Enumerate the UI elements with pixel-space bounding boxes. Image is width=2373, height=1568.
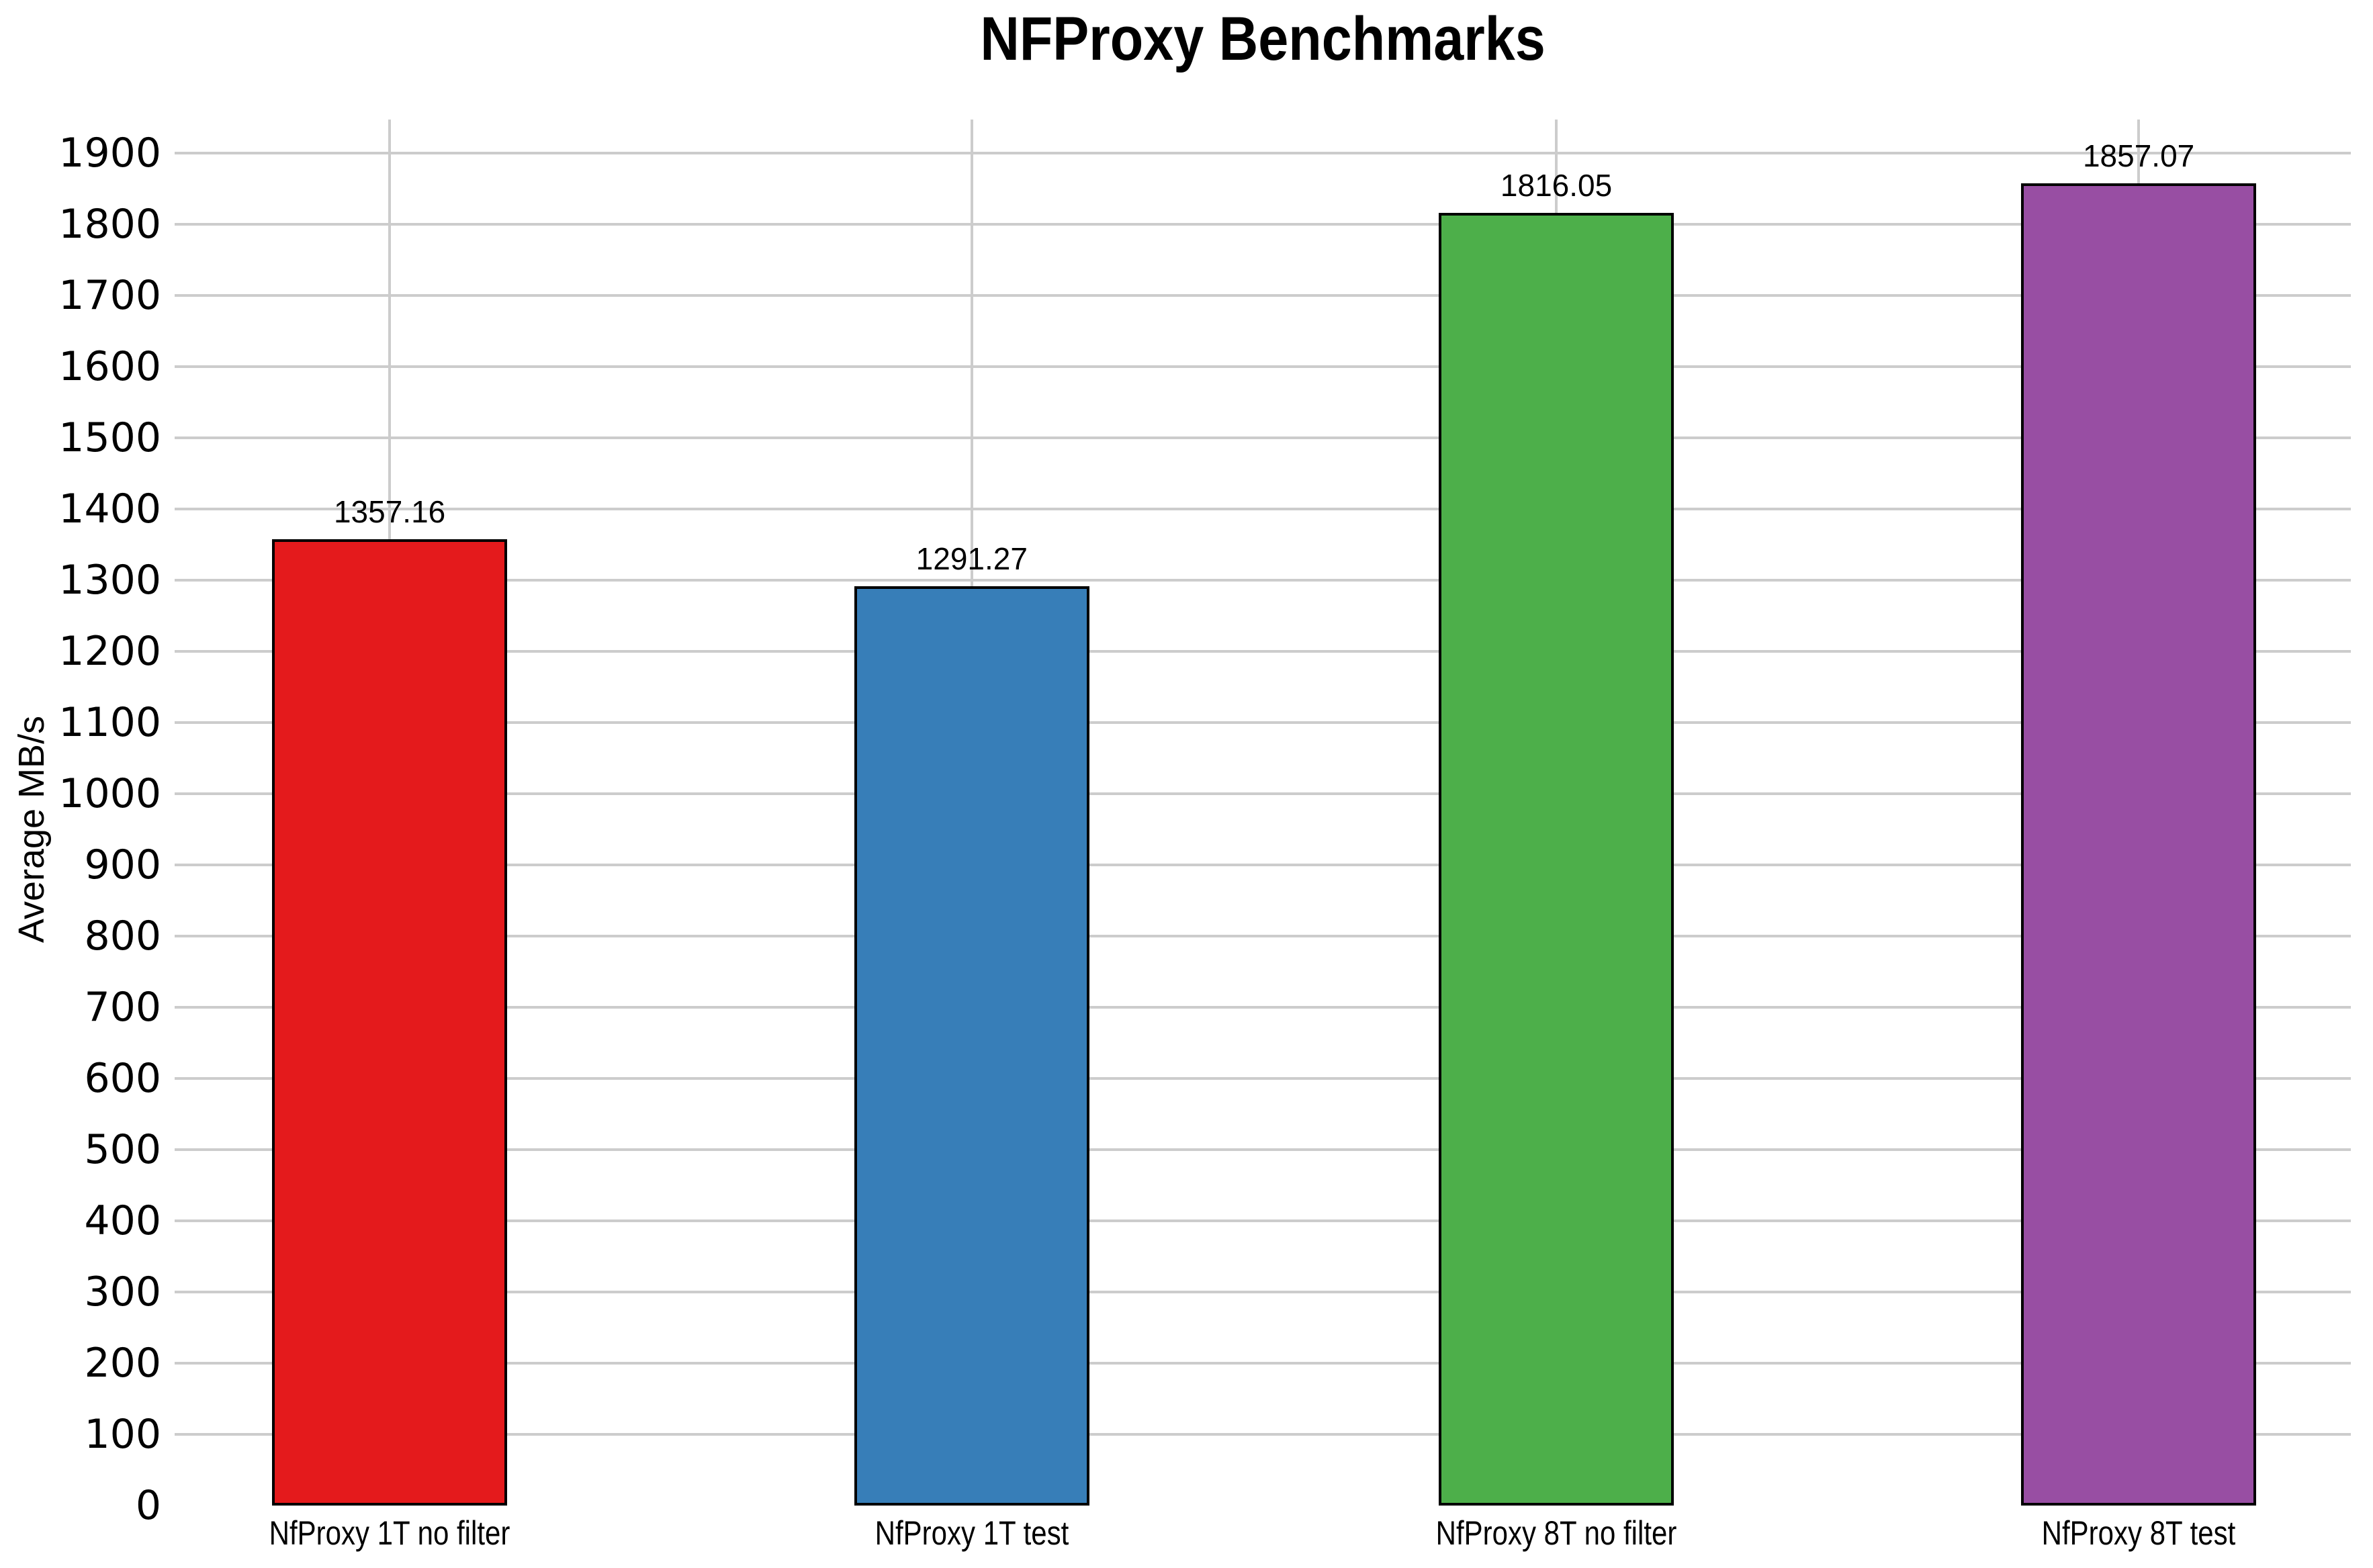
horizontal-gridline xyxy=(175,222,2351,226)
bar-1 xyxy=(272,539,508,1506)
bar-4 xyxy=(2021,183,2257,1506)
y-tick-label: 500 xyxy=(84,1125,161,1173)
horizontal-gridline xyxy=(175,1433,2351,1436)
plot-area: 1357.16 NfProxy 1T no filter 1291.27 NfProx… xyxy=(175,120,2351,1552)
y-tick-label: 1400 xyxy=(58,485,161,533)
horizontal-gridline xyxy=(175,863,2351,866)
x-tick-label: NfProxy 8T no filter xyxy=(1413,1514,1700,1553)
horizontal-gridline xyxy=(175,293,2351,297)
bar-2 xyxy=(854,586,1089,1506)
y-tick-label: 1700 xyxy=(58,271,161,319)
bar-3 xyxy=(1439,212,1674,1506)
horizontal-gridline xyxy=(175,151,2351,154)
horizontal-gridline xyxy=(175,365,2351,368)
x-tick-label-text: NfProxy 1T test xyxy=(875,1514,1069,1552)
y-tick-label: 1500 xyxy=(58,414,161,461)
y-axis-ticks: 0 100 200 300 400 500 600 700 800 900 1000 1100 1200… xyxy=(0,0,161,1568)
horizontal-gridline xyxy=(175,934,2351,937)
y-tick-label: 700 xyxy=(84,983,161,1031)
bar-value-label: 1291.27 xyxy=(915,541,1028,577)
horizontal-gridline xyxy=(175,1148,2351,1151)
x-tick-label: NfProxy 1T no filter xyxy=(247,1514,533,1553)
bar-value-label: 1357.16 xyxy=(333,494,446,530)
y-tick-label: 800 xyxy=(84,912,161,960)
horizontal-gridline xyxy=(175,1076,2351,1080)
x-tick-label-text: NfProxy 1T no filter xyxy=(269,1514,510,1552)
y-tick-label: 1100 xyxy=(58,698,161,746)
chart-title-text: NFProxy Benchmarks xyxy=(980,5,1546,73)
y-tick-label: 200 xyxy=(84,1339,161,1387)
y-tick-label: 600 xyxy=(84,1054,161,1102)
bar-value-label: 1816.05 xyxy=(1500,167,1613,203)
x-tick-label-text: NfProxy 8T no filter xyxy=(1435,1514,1677,1552)
x-tick-label: NfProxy 8T test xyxy=(2023,1514,2254,1553)
y-tick-label: 300 xyxy=(84,1268,161,1316)
horizontal-gridline xyxy=(175,1290,2351,1293)
x-tick-label: NfProxy 1T test xyxy=(856,1514,1087,1553)
horizontal-gridline xyxy=(175,507,2351,510)
horizontal-gridline xyxy=(175,1219,2351,1222)
y-tick-label: 1900 xyxy=(58,129,161,177)
y-tick-label: 100 xyxy=(84,1410,161,1458)
horizontal-gridline xyxy=(175,1005,2351,1009)
y-tick-label: 1600 xyxy=(58,342,161,390)
horizontal-gridline xyxy=(175,436,2351,439)
y-tick-label: 900 xyxy=(84,841,161,888)
y-tick-label: 1800 xyxy=(58,200,161,248)
horizontal-gridline xyxy=(175,649,2351,653)
y-tick-label: 0 xyxy=(135,1482,161,1529)
chart-title: NFProxy Benchmarks xyxy=(175,4,2351,75)
horizontal-gridline xyxy=(175,578,2351,582)
horizontal-gridline xyxy=(175,1361,2351,1365)
x-tick-label-text: NfProxy 8T test xyxy=(2041,1514,2236,1552)
y-tick-label: 1000 xyxy=(58,770,161,817)
y-tick-label: 1300 xyxy=(58,556,161,604)
y-tick-label: 400 xyxy=(84,1197,161,1244)
horizontal-gridline xyxy=(175,792,2351,795)
bar-value-label: 1857.07 xyxy=(2082,138,2195,174)
horizontal-gridline xyxy=(175,721,2351,724)
y-tick-label: 1200 xyxy=(58,627,161,675)
